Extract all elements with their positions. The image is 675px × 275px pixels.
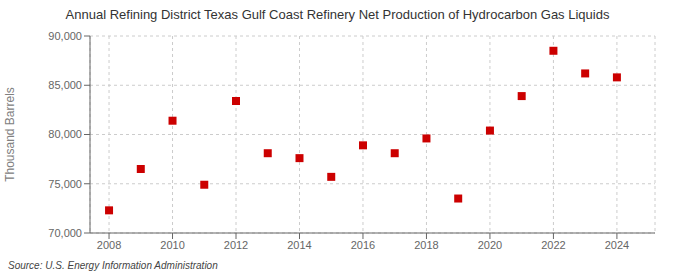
svg-text:Thousand Barrels: Thousand Barrels xyxy=(3,87,17,182)
svg-text:75,000: 75,000 xyxy=(48,178,82,190)
svg-text:80,000: 80,000 xyxy=(48,128,82,140)
svg-text:2018: 2018 xyxy=(414,239,438,251)
svg-text:90,000: 90,000 xyxy=(48,30,82,42)
svg-text:2024: 2024 xyxy=(605,239,629,251)
svg-text:2022: 2022 xyxy=(541,239,565,251)
svg-text:2014: 2014 xyxy=(287,239,311,251)
svg-text:85,000: 85,000 xyxy=(48,79,82,91)
svg-text:2008: 2008 xyxy=(97,239,121,251)
svg-text:70,000: 70,000 xyxy=(48,227,82,239)
svg-text:2016: 2016 xyxy=(351,239,375,251)
svg-text:2012: 2012 xyxy=(224,239,248,251)
svg-text:2010: 2010 xyxy=(160,239,184,251)
html-text:Annual Refining District Texas: Annual Refining District Texas Gulf Coas… xyxy=(65,7,610,22)
svg-text:2020: 2020 xyxy=(478,239,502,251)
html-text:Source: U.S. Energy Informatio: Source: U.S. Energy Information Administ… xyxy=(8,260,218,271)
